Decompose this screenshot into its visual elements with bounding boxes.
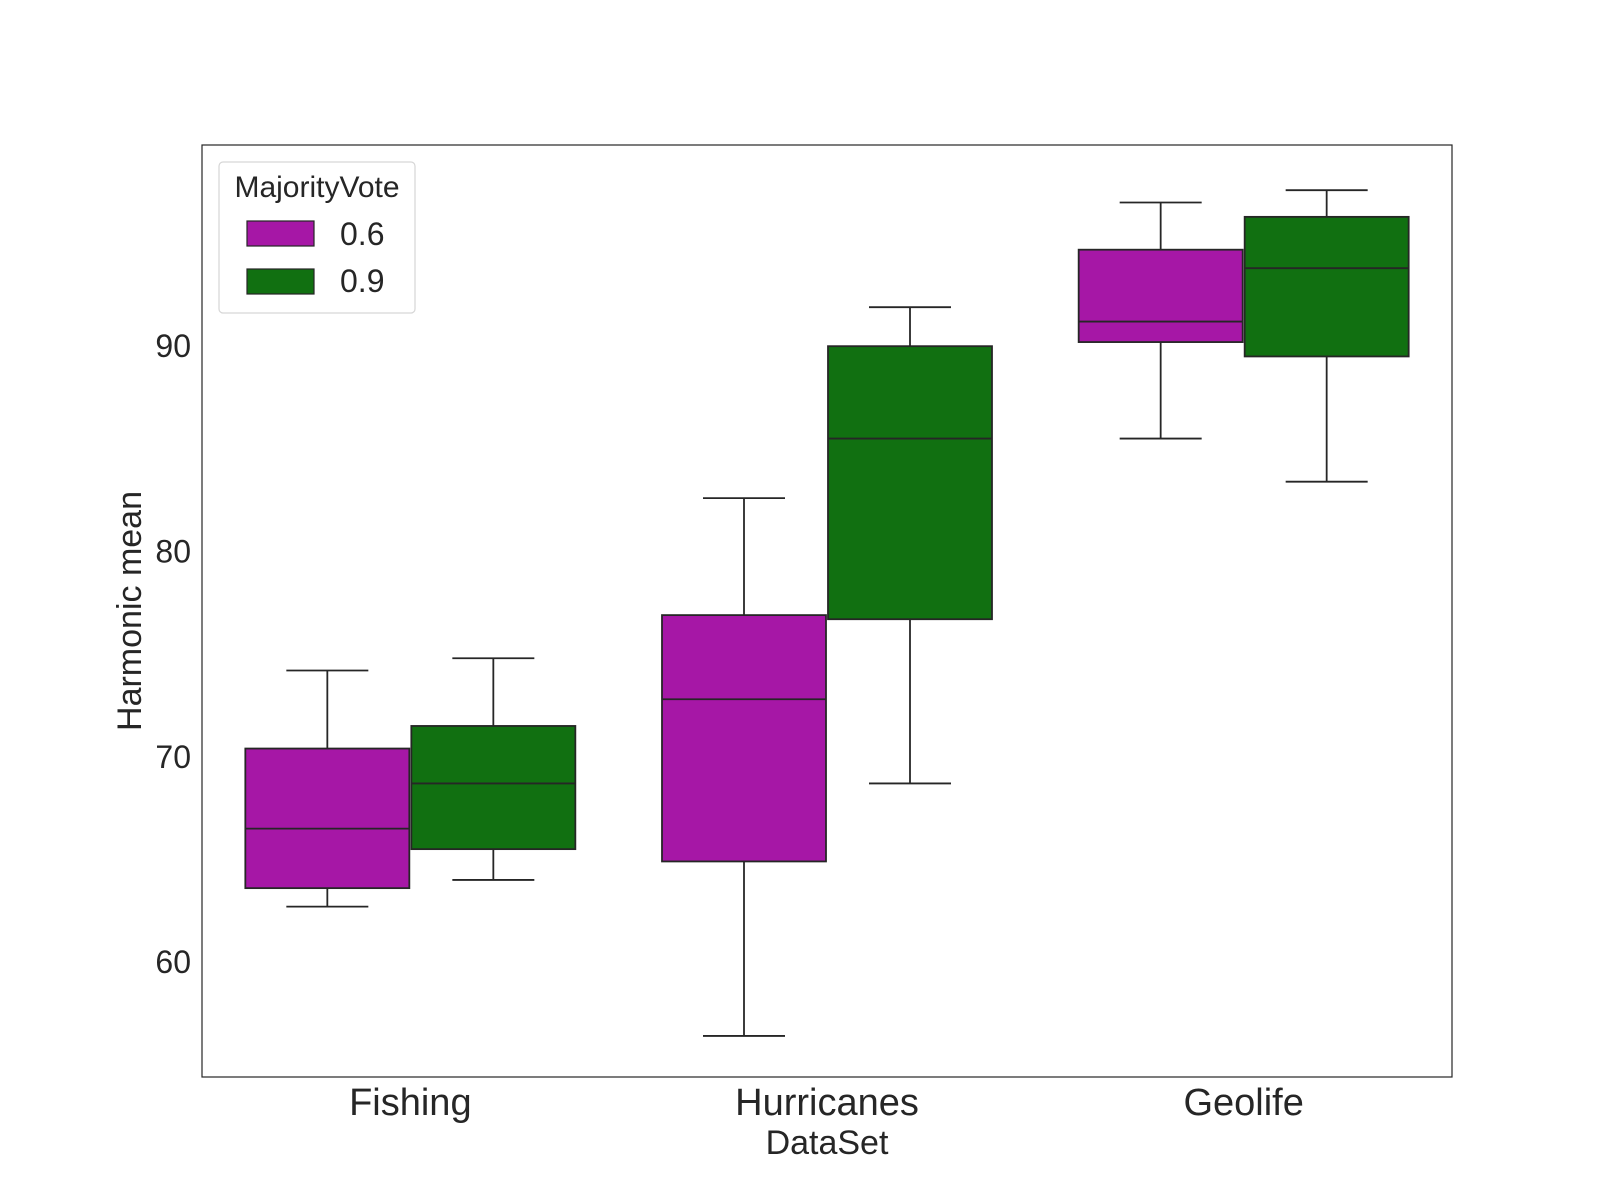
legend-title: MajorityVote <box>234 171 399 204</box>
x-tick-label: Fishing <box>349 1082 472 1124</box>
box-geolife-0.6 <box>1077 201 1244 440</box>
iqr-box <box>1243 215 1410 358</box>
x-axis: Fishing Hurricanes Geolife <box>349 1082 1304 1124</box>
iqr-box <box>410 725 577 851</box>
iqr-box <box>661 614 827 863</box>
y-tick-label: 80 <box>155 533 191 569</box>
box-hurricanes-0.6 <box>661 497 827 1037</box>
box-geolife-0.9 <box>1243 189 1410 483</box>
iqr-box <box>244 747 411 890</box>
legend-label-0.6: 0.6 <box>340 216 384 252</box>
legend-label-0.9: 0.9 <box>340 263 384 299</box>
legend-swatch-0.9 <box>246 268 315 295</box>
box-fishing-0.6 <box>244 669 411 908</box>
y-axis-title: Harmonic mean <box>111 491 149 731</box>
y-tick-label: 60 <box>155 944 191 980</box>
iqr-box <box>1077 248 1244 343</box>
box-fishing-0.9 <box>410 657 577 881</box>
box-group <box>244 189 1410 1037</box>
x-axis-title: DataSet <box>766 1124 889 1162</box>
box-hurricanes-0.9 <box>827 306 993 785</box>
legend-swatch-0.6 <box>246 220 315 247</box>
x-tick-label: Hurricanes <box>735 1082 919 1124</box>
x-tick-label: Geolife <box>1183 1082 1303 1124</box>
legend: MajorityVote 0.6 0.9 <box>218 161 416 314</box>
y-axis: 60 70 80 90 <box>155 328 191 980</box>
y-tick-label: 70 <box>155 739 191 775</box>
iqr-box <box>827 345 993 621</box>
y-tick-label: 90 <box>155 328 191 364</box>
